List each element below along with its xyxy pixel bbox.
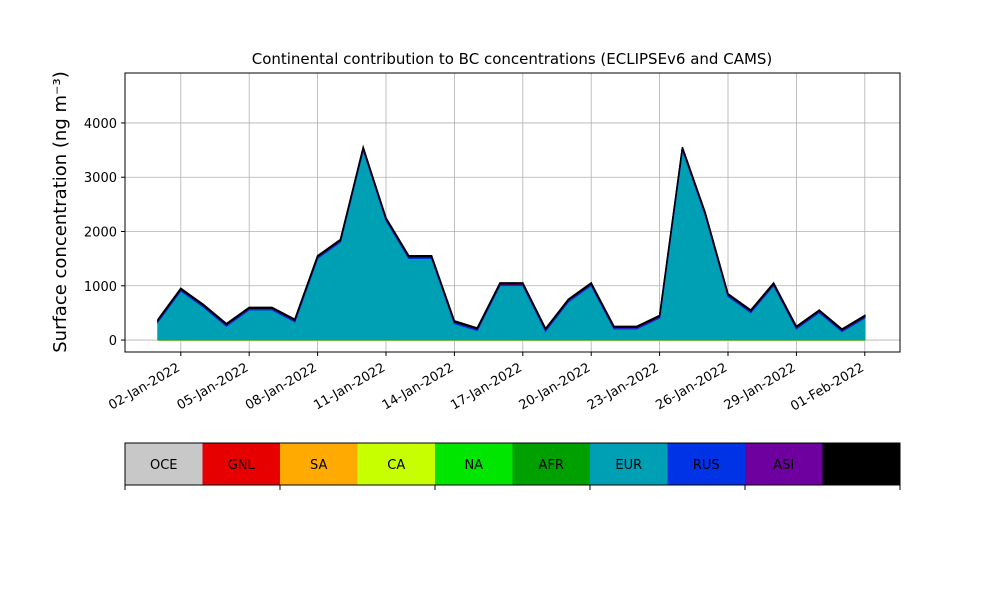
- legend-swatch: [590, 443, 668, 485]
- legend-swatch: [822, 443, 900, 485]
- chart-title: Continental contribution to BC concentra…: [252, 50, 773, 68]
- y-tick-label: 2000: [84, 225, 117, 240]
- colorbar-frame: [124, 442, 901, 486]
- x-tick-label: 01-Feb-2022: [788, 360, 867, 414]
- area: [157, 144, 866, 331]
- legend-label: EUR: [615, 458, 642, 473]
- legend-swatch: [280, 443, 358, 485]
- legend-label: ASI: [773, 458, 794, 473]
- x-tick-label: 17-Jan-2022: [448, 360, 525, 413]
- x-tick-label: 29-Jan-2022: [722, 360, 799, 413]
- y-tick-label: 3000: [84, 171, 117, 186]
- legend-label: AUS: [848, 458, 875, 473]
- x-tick-label: 05-Jan-2022: [175, 360, 252, 413]
- y-tick-label: 4000: [84, 117, 117, 132]
- area: [157, 146, 866, 341]
- legend-label: RUS: [693, 458, 720, 473]
- legend-label: SA: [310, 458, 327, 473]
- x-tick-label: 26-Jan-2022: [653, 360, 730, 413]
- legend-label: OCE: [150, 458, 178, 473]
- legend-swatch: [745, 443, 823, 485]
- x-tick-label: 20-Jan-2022: [517, 360, 594, 413]
- colorbar-legend: OCE GNL SA CA NA AFR EUR RUS ASI AUS: [124, 442, 901, 490]
- legend-swatch: [202, 443, 280, 485]
- legend-swatch: [435, 443, 513, 485]
- x-tick-label: 14-Jan-2022: [380, 360, 457, 413]
- legend-swatch: [125, 443, 203, 485]
- legend-label: GNL: [228, 458, 256, 473]
- y-tick-label: 0: [109, 334, 117, 349]
- legend-label: AFR: [539, 458, 564, 473]
- legend-label: CA: [387, 458, 405, 473]
- legend-label: NA: [464, 458, 483, 473]
- x-tick-label: 02-Jan-2022: [106, 360, 183, 413]
- x-tick-label: 11-Jan-2022: [311, 360, 388, 413]
- y-tick-label: 1000: [84, 280, 117, 295]
- x-tick-label: 08-Jan-2022: [243, 360, 320, 413]
- plot-frame: [124, 72, 901, 353]
- legend-swatch: [357, 443, 435, 485]
- x-tick-label: 23-Jan-2022: [585, 360, 662, 413]
- legend-swatch: [667, 443, 745, 485]
- legend-swatch: [512, 443, 590, 485]
- plot-area: [125, 73, 900, 352]
- y-axis-label: Surface concentration (ng m⁻³): [50, 71, 71, 353]
